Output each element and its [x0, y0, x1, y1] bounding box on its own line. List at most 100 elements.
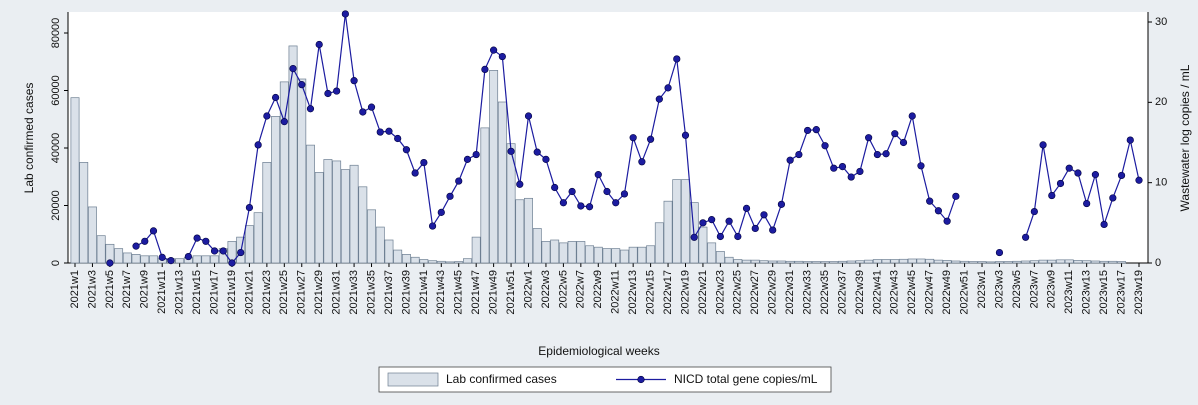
- bar: [811, 261, 821, 264]
- bar: [750, 259, 760, 264]
- x-tick-label: 2022w17: [662, 270, 674, 315]
- point: [324, 89, 332, 98]
- bar: [672, 179, 682, 264]
- point: [673, 55, 681, 63]
- x-tick-label: 2021w19: [226, 270, 238, 315]
- bar: [96, 235, 106, 264]
- bar: [87, 206, 97, 264]
- bar: [262, 162, 272, 264]
- point: [690, 233, 698, 241]
- x-tick-label: 2021w47: [470, 270, 482, 315]
- point: [498, 52, 506, 61]
- point: [908, 112, 916, 120]
- bar: [480, 127, 490, 264]
- bar: [968, 261, 978, 264]
- point: [1135, 176, 1143, 184]
- point: [917, 162, 925, 170]
- x-tick-label: 2022w11: [610, 270, 622, 314]
- bar: [1064, 259, 1074, 264]
- x-tick-label: 2023w1: [976, 270, 988, 309]
- y2-tick-label: 20: [1155, 96, 1167, 108]
- point: [376, 128, 384, 136]
- bar: [794, 260, 804, 264]
- bar: [375, 226, 385, 264]
- point: [577, 202, 585, 210]
- y-tick-label: 60000: [50, 75, 62, 106]
- point: [612, 199, 620, 207]
- bar: [79, 162, 89, 264]
- bar: [995, 261, 1004, 264]
- point: [559, 199, 567, 207]
- bar: [611, 248, 621, 264]
- bar: [306, 144, 315, 264]
- bar: [210, 255, 219, 264]
- x-tick-label: 2022w29: [767, 270, 779, 315]
- x-tick-label: 2022w43: [889, 270, 901, 315]
- point: [830, 164, 838, 172]
- bar: [497, 101, 507, 264]
- bar: [1021, 260, 1031, 264]
- point: [734, 232, 742, 241]
- point: [298, 81, 306, 89]
- bar: [122, 252, 132, 264]
- point: [751, 224, 759, 233]
- bar: [776, 260, 786, 264]
- point: [289, 64, 297, 73]
- point: [455, 177, 463, 185]
- x-tick-label: 2022w39: [854, 270, 866, 315]
- bar: [872, 259, 882, 264]
- point: [542, 155, 550, 163]
- x-tick-label: 2023w19: [1133, 270, 1145, 315]
- x-tick-label: 2022w21: [697, 270, 709, 315]
- point: [446, 192, 454, 200]
- x-tick-label: 2022w27: [749, 270, 761, 315]
- x-tick-label: 2021w51: [505, 270, 517, 315]
- bar: [314, 172, 324, 264]
- point: [237, 248, 245, 257]
- point: [812, 126, 820, 134]
- bar: [558, 242, 568, 264]
- bar: [279, 81, 289, 264]
- bar: [201, 255, 211, 264]
- bar: [907, 258, 917, 264]
- bar: [593, 246, 603, 264]
- bar: [602, 248, 612, 264]
- point: [1056, 179, 1065, 188]
- x-tick-label: 2022w37: [836, 270, 848, 315]
- point: [777, 200, 786, 208]
- x-tick-label: 2021w7: [121, 270, 133, 309]
- x-tick-label: 2021w3: [86, 270, 98, 309]
- point: [472, 150, 480, 159]
- x-tick-label: 2021w37: [383, 270, 395, 315]
- point: [516, 180, 524, 188]
- bar: [489, 70, 499, 264]
- x-tick-label: 2021w41: [418, 270, 430, 315]
- bar: [1073, 260, 1083, 264]
- point: [638, 158, 646, 166]
- point: [742, 204, 751, 212]
- point: [245, 203, 254, 212]
- point: [899, 138, 908, 147]
- x-tick-label: 2022w45: [906, 270, 918, 315]
- point: [664, 84, 672, 92]
- legend-label: NICD total gene copies/mL: [674, 372, 818, 386]
- point: [708, 216, 716, 224]
- bar: [838, 260, 847, 264]
- bar: [454, 261, 464, 264]
- bar: [768, 260, 778, 264]
- bar: [785, 260, 795, 264]
- x-tick-label: 2021w31: [331, 270, 343, 315]
- point: [202, 237, 210, 245]
- point: [1022, 233, 1030, 241]
- bar: [977, 261, 987, 264]
- point: [428, 222, 437, 230]
- point: [551, 183, 559, 192]
- y2-axis-title: Wastewater log copies / mL: [1178, 64, 1192, 211]
- point: [838, 163, 847, 171]
- bar: [70, 97, 80, 264]
- x-tick-label: 2021w11: [156, 270, 168, 314]
- legend-label: Lab confirmed cases: [446, 372, 557, 386]
- x-tick-label: 2022w1: [522, 270, 534, 309]
- point: [1030, 207, 1038, 216]
- point: [655, 95, 663, 103]
